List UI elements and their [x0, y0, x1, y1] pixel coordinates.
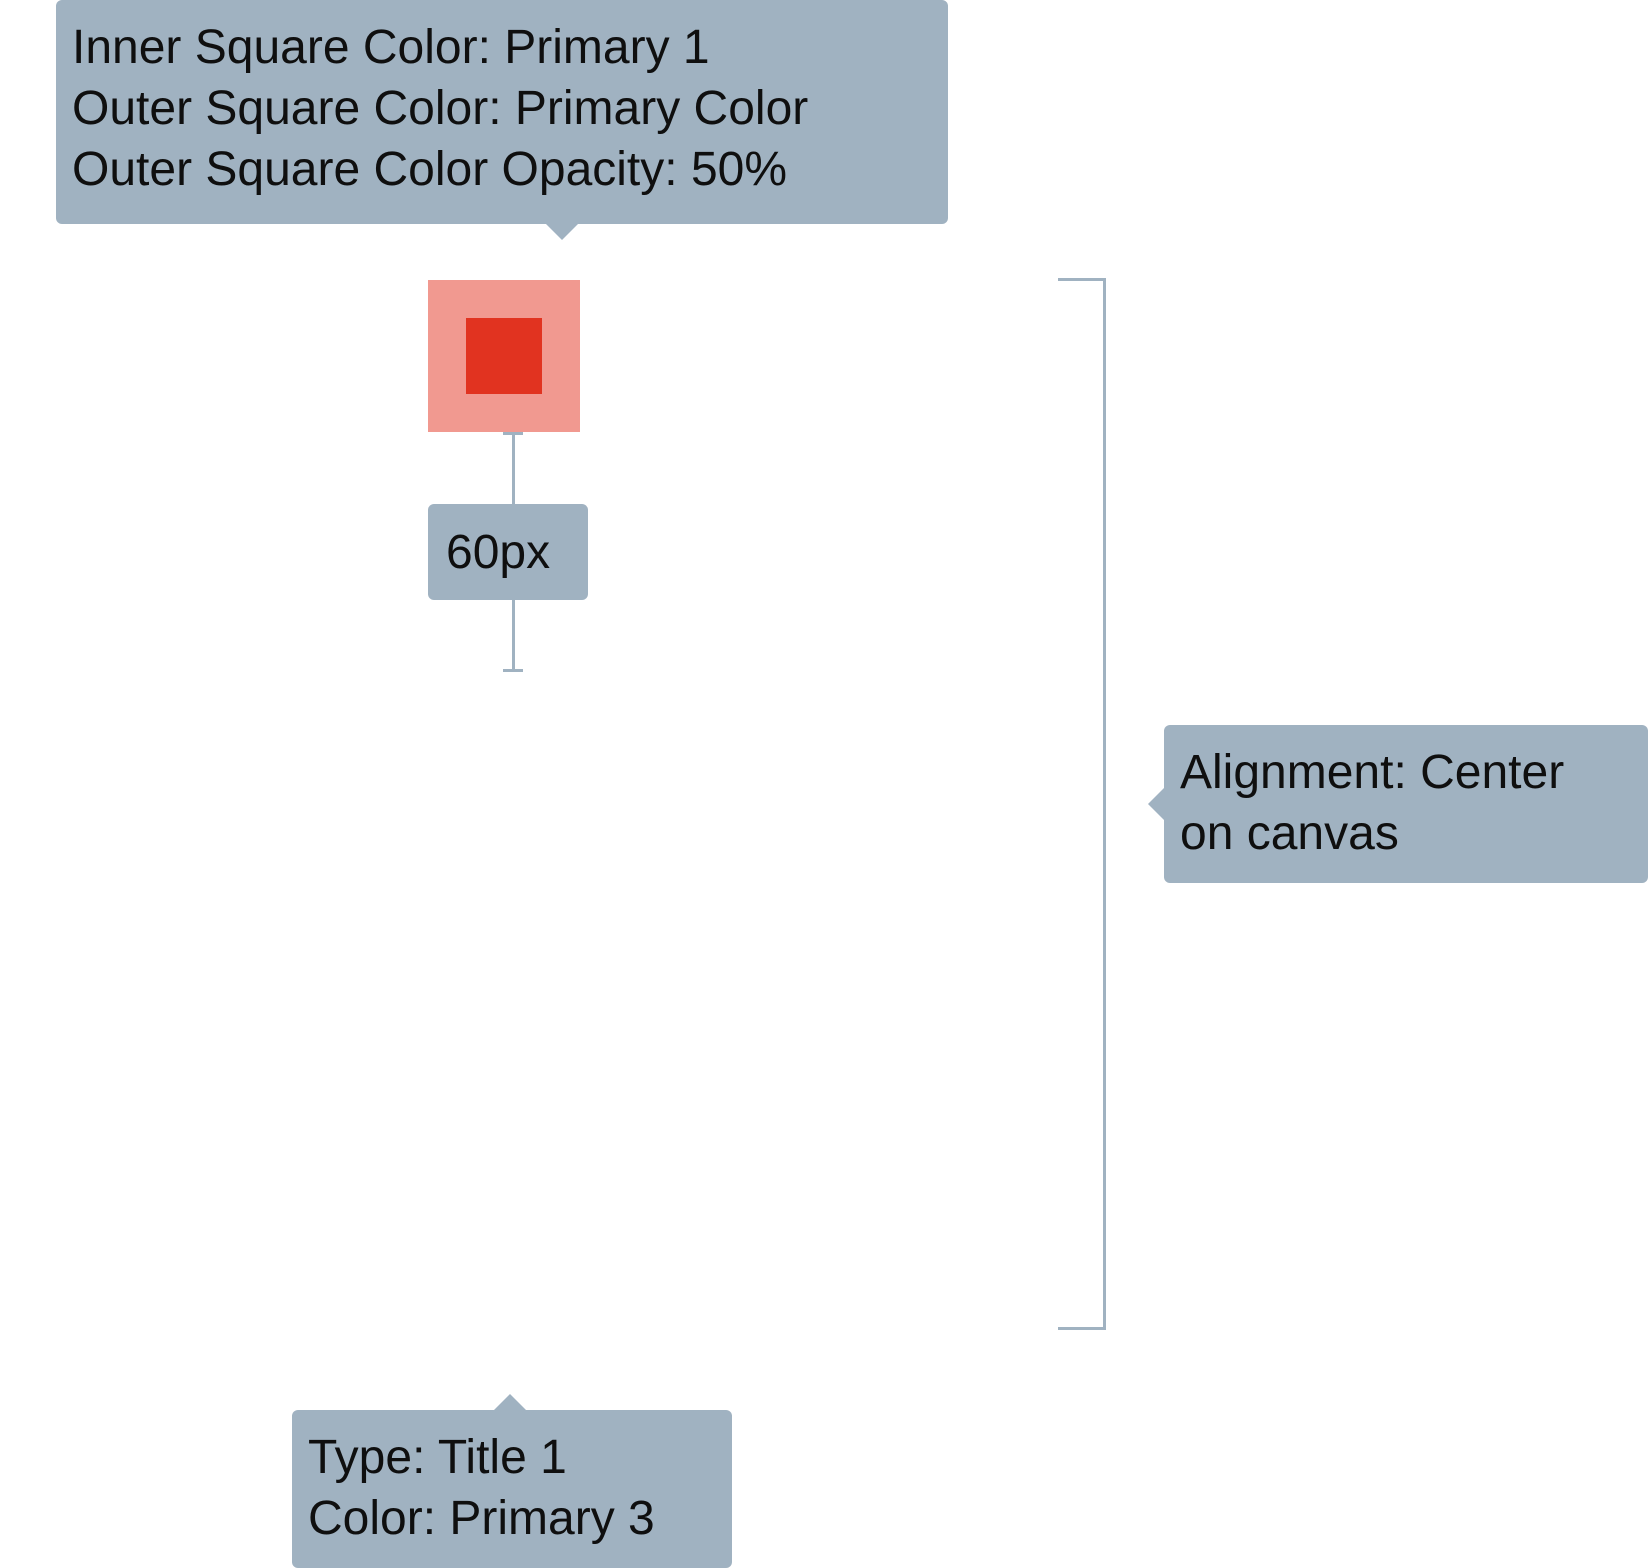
spacing-callout: 60px — [428, 504, 588, 600]
alignment-label-line-1: Alignment: Center — [1180, 746, 1565, 799]
inner-square — [466, 318, 542, 394]
alignment-label-line-2: on canvas — [1180, 807, 1399, 860]
outer-square — [428, 280, 580, 432]
callout-pointer-up — [494, 1394, 526, 1410]
color-label: Color: Primary 3 — [308, 1492, 655, 1545]
spacing-measure-tick-top — [503, 432, 523, 435]
inner-square-color-label: Inner Square Color: Primary 1 — [72, 21, 710, 74]
type-label: Type: Title 1 — [308, 1431, 567, 1484]
callout-pointer-left — [1148, 788, 1164, 820]
alignment-bracket — [1058, 278, 1106, 1330]
title-type-callout: Type: Title 1 Color: Primary 3 — [292, 1394, 732, 1568]
outer-square-color-label: Outer Square Color: Primary Color — [72, 82, 809, 135]
spacing-label: 60px — [446, 526, 551, 579]
spacing-measure-tick-bottom — [503, 669, 523, 672]
square-color-callout: Inner Square Color: Primary 1 Outer Squa… — [56, 0, 948, 240]
outer-square-opacity-label: Outer Square Color Opacity: 50% — [72, 143, 788, 196]
alignment-callout: Alignment: Center on canvas — [1148, 725, 1648, 883]
callout-pointer-down — [546, 224, 578, 240]
